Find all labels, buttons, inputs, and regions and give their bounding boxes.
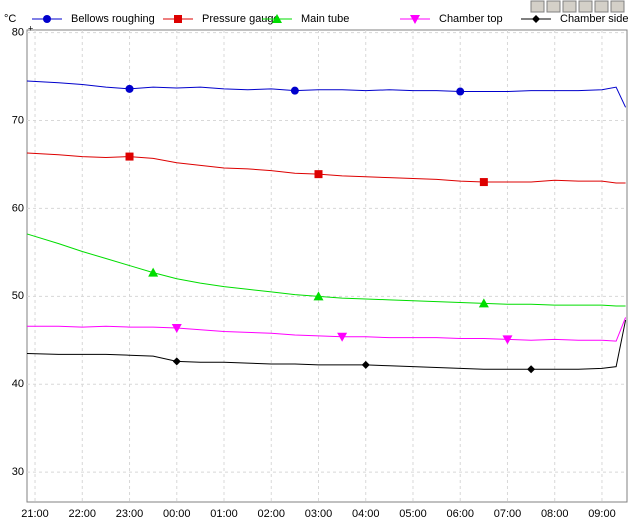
- x-tick-label: 02:00: [257, 508, 285, 520]
- marker: [148, 267, 159, 277]
- marker: [337, 332, 348, 342]
- marker: [172, 357, 181, 366]
- marker: [361, 360, 370, 369]
- legend-label: Chamber side: [560, 13, 628, 25]
- y-tick-label: 30: [12, 466, 24, 478]
- tool-button[interactable]: [562, 0, 577, 13]
- toolbar: [530, 0, 625, 13]
- marker: [478, 298, 489, 308]
- x-tick-label: 01:00: [210, 508, 238, 520]
- x-tick-label: 03:00: [305, 508, 333, 520]
- marker: [272, 14, 282, 23]
- marker: [479, 178, 488, 187]
- x-tick-label: 05:00: [399, 508, 427, 520]
- legend-label: Pressure gauge: [202, 13, 280, 25]
- x-tick-label: 06:00: [446, 508, 474, 520]
- marker: [527, 365, 536, 374]
- tool-button[interactable]: [594, 0, 609, 13]
- x-tick-label: 09:00: [588, 508, 616, 520]
- marker: [290, 86, 299, 95]
- marker: [502, 335, 513, 345]
- marker: [125, 152, 134, 161]
- x-tick-label: 07:00: [494, 508, 522, 520]
- y-tick-label: 80: [12, 27, 24, 39]
- legend-label: Main tube: [301, 13, 349, 25]
- series-line: [26, 319, 627, 370]
- x-tick-label: 22:00: [69, 508, 97, 520]
- tool-button[interactable]: [610, 0, 625, 13]
- legend-label: Bellows roughing: [71, 13, 155, 25]
- marker: [313, 291, 324, 301]
- series-line: [26, 152, 626, 184]
- series-line: [26, 80, 627, 108]
- marker: [532, 15, 540, 23]
- plot-area: [26, 29, 628, 503]
- y-tick-label: 60: [12, 202, 24, 214]
- tool-button[interactable]: [546, 0, 561, 13]
- x-tick-label: 04:00: [352, 508, 380, 520]
- marker: [314, 170, 323, 179]
- legend-label: Chamber top: [439, 13, 503, 25]
- marker: [171, 323, 182, 333]
- x-tick-label: 08:00: [541, 508, 569, 520]
- x-tick-label: 23:00: [116, 508, 144, 520]
- marker: [410, 15, 420, 24]
- marker: [125, 84, 134, 93]
- tool-button[interactable]: [578, 0, 593, 13]
- tool-button[interactable]: [530, 0, 545, 13]
- marker: [174, 15, 182, 23]
- series-line: [26, 233, 626, 307]
- cursor-mark: +: [28, 23, 33, 33]
- y-tick-label: 40: [12, 378, 24, 390]
- y-tick-label: 50: [12, 290, 24, 302]
- y-unit: °C: [4, 13, 16, 25]
- x-tick-label: 21:00: [21, 508, 49, 520]
- x-tick-label: 00:00: [163, 508, 191, 520]
- marker: [43, 15, 51, 23]
- y-tick-label: 70: [12, 114, 24, 126]
- marker: [456, 87, 465, 96]
